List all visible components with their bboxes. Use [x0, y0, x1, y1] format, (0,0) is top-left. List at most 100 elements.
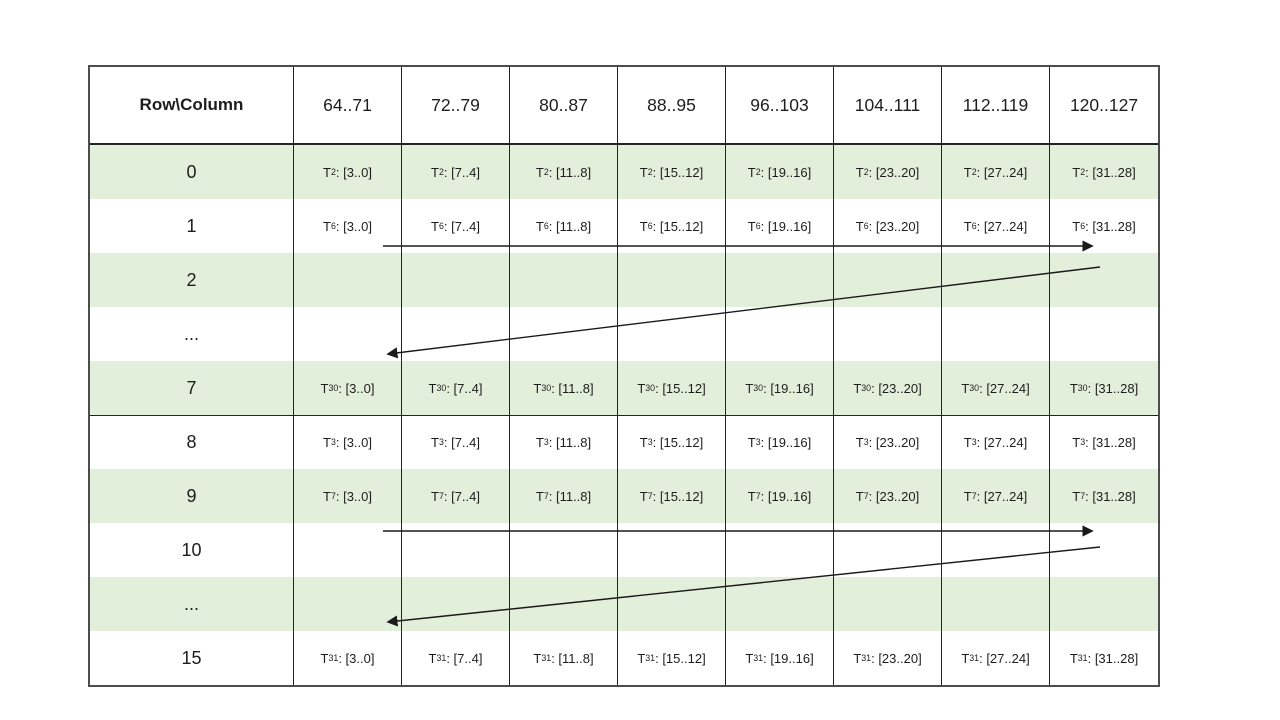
table-cell: T 30: [3..0]: [294, 361, 402, 415]
row-label: ...: [90, 307, 294, 361]
table-cell: T 31: [19..16]: [726, 631, 834, 685]
column-header: 112..119: [942, 67, 1050, 145]
table-cell: T 31: [15..12]: [618, 631, 726, 685]
table-cell: T 31: [23..20]: [834, 631, 942, 685]
table-cell: T 30: [7..4]: [402, 361, 510, 415]
table-cell: [726, 253, 834, 307]
row-label: 9: [90, 469, 294, 523]
table-cell: [618, 307, 726, 361]
column-header: 104..111: [834, 67, 942, 145]
table-cell: [294, 307, 402, 361]
table-cell: [618, 577, 726, 631]
table-cell: [402, 307, 510, 361]
column-header: 64..71: [294, 67, 402, 145]
table-cell: [726, 577, 834, 631]
row-label: 1: [90, 199, 294, 253]
table-cell: [402, 253, 510, 307]
column-header: 88..95: [618, 67, 726, 145]
table-cell: [510, 253, 618, 307]
table-cell: [1050, 307, 1158, 361]
table-cell: T 31: [7..4]: [402, 631, 510, 685]
table-cell: [294, 253, 402, 307]
table-cell: [618, 253, 726, 307]
table-cell: [294, 577, 402, 631]
table-cell: [1050, 253, 1158, 307]
table-cell: [618, 523, 726, 577]
column-header: 80..87: [510, 67, 618, 145]
table-cell: [726, 307, 834, 361]
row-label: ...: [90, 577, 294, 631]
row-label: 8: [90, 415, 294, 469]
table-cell: [1050, 523, 1158, 577]
table-cell: T 30: [31..28]: [1050, 361, 1158, 415]
table-cell: T 31: [3..0]: [294, 631, 402, 685]
table-cell: [726, 523, 834, 577]
table-cell: [402, 577, 510, 631]
table-cell: [942, 523, 1050, 577]
table-cell: [942, 577, 1050, 631]
column-header: 120..127: [1050, 67, 1158, 145]
row-label: 15: [90, 631, 294, 685]
table-cell: T 30: [27..24]: [942, 361, 1050, 415]
table-cell: [510, 523, 618, 577]
table-cell: T 30: [19..16]: [726, 361, 834, 415]
table-cell: T 30: [15..12]: [618, 361, 726, 415]
table-cell: [402, 523, 510, 577]
table-cell: [942, 307, 1050, 361]
row-label: 7: [90, 361, 294, 415]
table-cell: [834, 307, 942, 361]
table-cell: T 30: [23..20]: [834, 361, 942, 415]
row-label: 0: [90, 145, 294, 199]
row-label: 10: [90, 523, 294, 577]
table-cell: [1050, 577, 1158, 631]
table-cell: [834, 577, 942, 631]
table-cell: T 31: [31..28]: [1069, 650, 1139, 666]
table-cell: [942, 253, 1050, 307]
mapping-table: Row\Column 64..71 72..79 80..87 88..95 96..10…: [88, 65, 1160, 687]
table-cell: T 31: [27..24]: [942, 631, 1050, 685]
table-cell: T 31: [11..8]: [510, 631, 618, 685]
corner-header: Row\Column: [90, 67, 294, 145]
table-cell: T 30: [11..8]: [510, 361, 618, 415]
row-label: 2: [90, 253, 294, 307]
column-header: 96..103: [726, 67, 834, 145]
table-cell: [834, 253, 942, 307]
table-cell: [294, 523, 402, 577]
table-cell: [834, 523, 942, 577]
column-header: 72..79: [402, 67, 510, 145]
table-cell: [510, 307, 618, 361]
